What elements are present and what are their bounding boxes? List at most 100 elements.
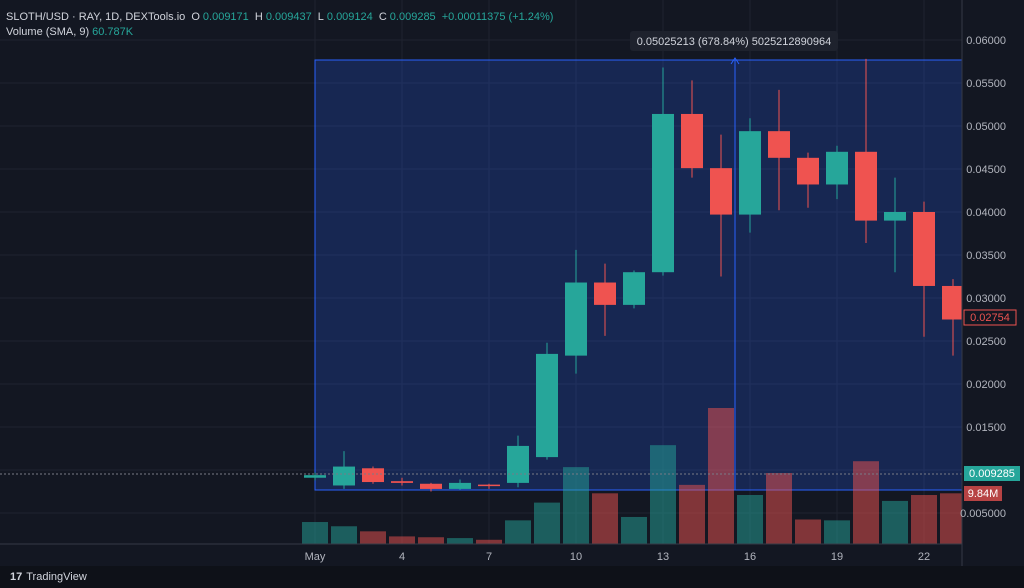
time-tick: 22 (918, 551, 930, 563)
candle[interactable] (739, 118, 761, 233)
candle[interactable] (304, 472, 326, 481)
candle-body (681, 113, 703, 169)
volume-bar (331, 526, 357, 544)
volume-bar (853, 461, 879, 544)
candle-body (333, 466, 355, 486)
candle-body (536, 353, 558, 458)
candle[interactable] (565, 249, 587, 374)
candle-body (478, 484, 500, 487)
volume-bar (563, 467, 589, 544)
candle-body (362, 468, 384, 483)
candle-body (739, 131, 761, 215)
legend-volume: Volume (SMA, 9) 60.787K (6, 26, 136, 38)
candle[interactable] (942, 279, 964, 356)
candle[interactable] (884, 177, 906, 273)
price-tag-prev: 0.02754 (963, 309, 1017, 326)
candle-body (942, 285, 964, 320)
volume-bar (360, 531, 386, 544)
candle-body (391, 481, 413, 483)
candle-body (826, 151, 848, 185)
candle-body (884, 212, 906, 221)
volume-bar (766, 473, 792, 544)
price-tag-volume: 9.84M (964, 486, 1002, 501)
price-tick: 0.06000 (966, 35, 1006, 47)
candle-body (304, 475, 326, 478)
candle[interactable] (652, 67, 674, 276)
high-value: 0.009437 (265, 11, 312, 23)
volume-bar (911, 495, 937, 544)
candle-body (797, 157, 819, 185)
candle[interactable] (594, 263, 616, 336)
tradingview-label: TradingView (26, 571, 87, 583)
candle[interactable] (362, 466, 384, 484)
price-tick: 0.04500 (966, 164, 1006, 176)
svg-text:0.009285: 0.009285 (969, 468, 1015, 480)
candle[interactable] (478, 483, 500, 489)
symbol-details: · RAY, 1D, DEXTools.io (71, 11, 186, 23)
candle-body (623, 272, 645, 305)
volume-bar (534, 502, 560, 544)
candle[interactable] (768, 89, 790, 211)
time-tick: 16 (744, 551, 756, 563)
candle-body (449, 482, 471, 489)
measure-label: 0.05025213 (678.84%) 5025212890964 (630, 31, 838, 51)
svg-text:0.02754: 0.02754 (970, 312, 1010, 324)
candle[interactable] (420, 482, 442, 492)
candle[interactable] (449, 479, 471, 490)
candle[interactable] (797, 152, 819, 208)
candle[interactable] (536, 342, 558, 460)
volume-bar (737, 495, 763, 544)
tradingview-brand[interactable]: 17 TradingView (10, 571, 87, 583)
volume-bar (621, 516, 647, 544)
candle-body (710, 168, 732, 215)
volume-bar (679, 484, 705, 544)
volume-bar (447, 538, 473, 544)
candle-body (565, 282, 587, 356)
volume-bar (476, 539, 502, 544)
candle[interactable] (710, 134, 732, 277)
volume-value: 60.787K (92, 26, 134, 38)
candle-body (507, 445, 529, 483)
volume-bar (650, 445, 676, 544)
svg-text:9.84M: 9.84M (968, 488, 999, 500)
price-axis-ticks: 0.06000 0.05500 0.05000 0.04500 0.04000 0.035… (960, 35, 1006, 520)
time-tick: 7 (486, 551, 492, 563)
price-tick: 0.04000 (966, 207, 1006, 219)
candle[interactable] (681, 80, 703, 178)
legend-price: SLOTH/USD · RAY, 1D, DEXTools.io O 0.00917… (6, 11, 554, 23)
candle-body (594, 282, 616, 305)
candle[interactable] (913, 201, 935, 337)
volume-bar (592, 493, 618, 544)
close-value: 0.009285 (389, 11, 436, 23)
volume-label[interactable]: Volume (SMA, 9) (6, 26, 90, 38)
price-tick: 0.01500 (966, 422, 1006, 434)
symbol-label[interactable]: SLOTH/USD (6, 11, 69, 23)
volume-bar (505, 520, 531, 544)
change-value: +0.00011375 (+1.24%) (441, 11, 554, 23)
candle[interactable] (623, 270, 645, 309)
time-tick: 19 (831, 551, 843, 563)
open-value: 0.009171 (202, 11, 249, 23)
measure-arrow-head (730, 57, 740, 65)
candle-body (768, 131, 790, 158)
price-tick: 0.03000 (966, 293, 1006, 305)
low-value: 0.009124 (326, 11, 373, 23)
candle[interactable] (391, 477, 413, 486)
volume-bar (882, 500, 908, 544)
footer (0, 566, 1024, 588)
candle[interactable] (333, 451, 355, 489)
candle[interactable] (826, 145, 848, 200)
time-tick: 13 (657, 551, 669, 563)
candle[interactable] (855, 58, 877, 243)
volume-bar (708, 408, 734, 544)
candle-body (913, 212, 935, 286)
volume-bar (302, 522, 328, 544)
tradingview-logo-icon: 17 (10, 571, 23, 583)
price-tick: 0.05000 (966, 121, 1006, 133)
volume-bar (795, 519, 821, 544)
candles (304, 58, 964, 492)
volume-bar (389, 536, 415, 544)
price-tick: 0.005000 (960, 508, 1006, 520)
